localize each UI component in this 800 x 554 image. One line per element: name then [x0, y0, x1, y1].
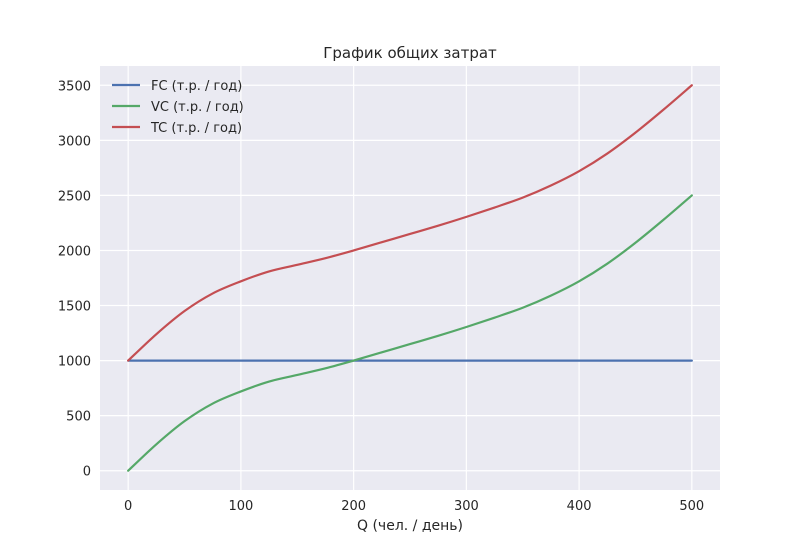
legend-label-3: TC (т.р. / год)	[150, 121, 242, 136]
legend-label-1: FC (т.р. / год)	[151, 79, 242, 94]
y-tick-label: 1000	[58, 355, 91, 370]
x-tick-labels: 0 100 200 300 400 500	[124, 499, 704, 514]
legend: FC (т.р. / год) VC (т.р. / год) TC (т.р. /…	[112, 79, 244, 136]
x-tick-label: 500	[679, 499, 704, 514]
y-tick-label: 1500	[58, 300, 91, 315]
plot-area	[100, 66, 720, 490]
x-tick-label: 0	[124, 499, 132, 514]
y-tick-label: 3000	[58, 134, 91, 149]
x-tick-label: 400	[567, 499, 592, 514]
y-tick-labels: 0 500 1000 1500 2000 2500 3000 3500	[58, 79, 91, 479]
y-tick-label: 3500	[58, 79, 91, 94]
y-tick-label: 2500	[58, 189, 91, 204]
series-line-3	[127, 84, 693, 362]
y-tick-label: 2000	[58, 244, 91, 259]
chart-title: График общих затрат	[323, 44, 497, 62]
series-layer	[127, 84, 693, 472]
x-tick-label: 100	[228, 499, 253, 514]
x-axis-label: Q (чел. / день)	[357, 518, 463, 534]
legend-label-2: VC (т.р. / год)	[151, 100, 244, 115]
y-tick-label: 0	[83, 465, 91, 480]
y-tick-label: 500	[66, 410, 91, 425]
x-tick-label: 200	[341, 499, 366, 514]
x-tick-label: 300	[454, 499, 479, 514]
series-line-2	[127, 194, 693, 472]
